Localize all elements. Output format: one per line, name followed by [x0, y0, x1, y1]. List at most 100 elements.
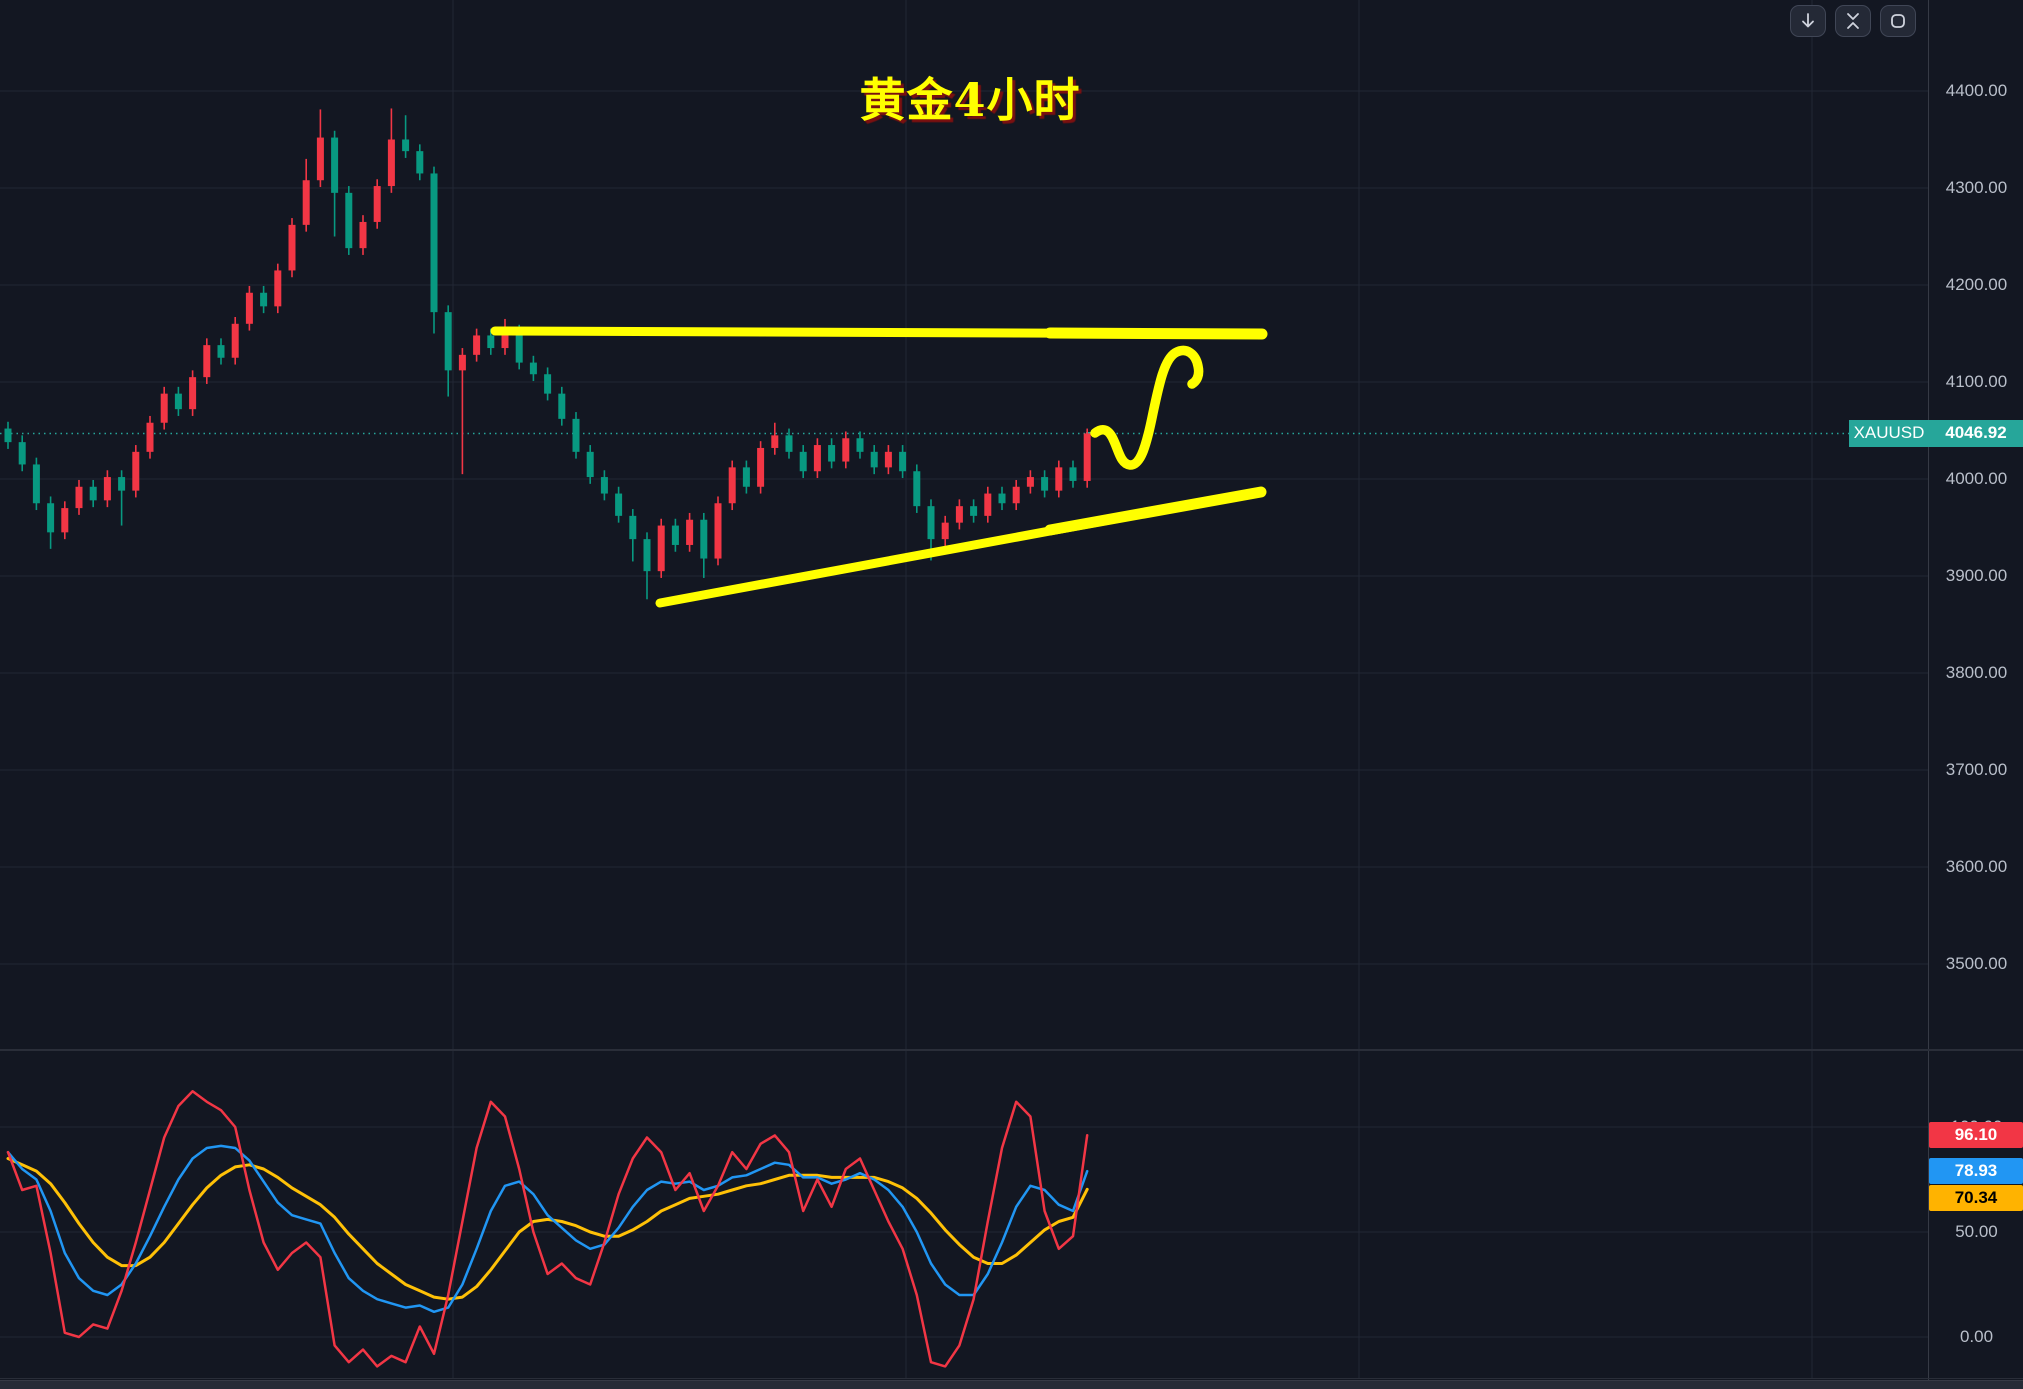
candle-body	[416, 151, 424, 174]
maximize-pane-button[interactable]	[1880, 5, 1916, 37]
candle-body	[742, 467, 750, 487]
candle-body	[430, 173, 438, 313]
candle-body	[501, 331, 509, 349]
kdj-value-badge: 78.93	[1929, 1158, 2023, 1185]
candle-body	[728, 467, 736, 504]
candle-body	[941, 522, 949, 540]
candle-body	[359, 221, 367, 249]
candle-body	[771, 435, 779, 448]
candle-body	[856, 438, 864, 452]
grid-lines	[0, 0, 1928, 1378]
candle-body	[515, 331, 523, 363]
candle-body	[174, 393, 182, 410]
kdj-value-badge: 96.10	[1929, 1122, 2023, 1149]
candle-body	[316, 137, 324, 181]
collapse-panes-button[interactable]	[1835, 5, 1871, 37]
candle-body	[487, 335, 495, 349]
arrow-down-icon	[1802, 13, 1814, 28]
candle-body	[444, 312, 452, 371]
candle-body	[998, 493, 1006, 504]
candle-body	[643, 539, 651, 572]
bottom-pane-divider	[0, 1378, 2023, 1379]
candle-body	[615, 493, 623, 516]
candlestick-series	[4, 108, 1091, 600]
candle-body	[245, 292, 253, 324]
kdj-tick-label: 0.00	[1959, 1327, 1994, 1346]
projection-s-curve	[1090, 345, 1204, 470]
candle-body	[402, 139, 410, 152]
price-axis-border	[1928, 0, 1929, 1380]
candle-body	[700, 519, 708, 559]
kdj-line-k	[6, 1144, 1089, 1314]
candle-body	[274, 270, 282, 307]
candle-body	[828, 445, 836, 462]
kdj-indicator-lines	[6, 1090, 1089, 1368]
candle-body	[984, 493, 992, 516]
candle-body	[146, 422, 154, 452]
candle-body	[927, 506, 935, 540]
candle-body	[47, 503, 55, 533]
candle-body	[203, 345, 211, 378]
candle-body	[970, 506, 978, 516]
last-price-label: 4046.92	[1929, 419, 2023, 447]
chart-title: 黄金4小时	[859, 73, 1081, 127]
candle-body	[657, 525, 665, 572]
candle-body	[629, 515, 637, 540]
price-tick-label: 4200.00	[1945, 275, 2008, 294]
candle-body	[600, 477, 608, 494]
candle-body	[1012, 486, 1020, 504]
candle-body	[118, 477, 126, 491]
candle-body	[345, 192, 353, 249]
candle-body	[473, 335, 481, 355]
candle-body	[799, 451, 807, 472]
candle-body	[671, 525, 679, 545]
candle-body	[572, 418, 580, 452]
price-tick-label: 4100.00	[1945, 372, 2008, 391]
candle-body	[686, 519, 694, 545]
candle-body	[103, 477, 111, 501]
candle-body	[955, 506, 963, 523]
time-axis[interactable]	[0, 1380, 2023, 1389]
price-tick-label: 4300.00	[1945, 178, 2008, 197]
candle-body	[18, 442, 26, 465]
price-tick-label: 3500.00	[1945, 954, 2008, 973]
support-trendline-thick-end	[1044, 486, 1267, 536]
candle-body	[1026, 477, 1034, 487]
candle-body	[288, 224, 296, 271]
candle-body	[89, 486, 97, 501]
price-tick-label: 3900.00	[1945, 566, 2008, 585]
symbol-price-label: XAUUSD	[1849, 419, 1929, 447]
candle-body	[714, 503, 722, 559]
candle-body	[1069, 467, 1077, 481]
chart-toolbar	[1790, 5, 1916, 37]
scroll-to-recent-button[interactable]	[1790, 5, 1826, 37]
yellow-annotation-drawings	[490, 326, 1268, 608]
resistance-trendline-thick-end	[1044, 327, 1268, 340]
candle-body	[331, 137, 339, 193]
candle-body	[529, 362, 537, 375]
candle-body	[558, 393, 566, 419]
kdj-line-j	[6, 1090, 1089, 1368]
candle-body	[4, 428, 12, 443]
maximize-pane-icon	[1891, 14, 1905, 28]
candle-body	[75, 486, 83, 509]
candle-body	[260, 292, 268, 307]
candle-body	[913, 471, 921, 507]
candle-body	[785, 435, 793, 452]
candle-body	[884, 451, 892, 468]
candle-body	[813, 445, 821, 472]
candle-body	[899, 451, 907, 472]
candle-body	[757, 447, 765, 487]
kdj-line-d	[6, 1157, 1089, 1301]
pane-divider[interactable]	[0, 1049, 2023, 1051]
candle-body	[231, 323, 239, 358]
price-tick-label: 3800.00	[1945, 663, 2008, 682]
candle-body	[189, 377, 197, 410]
candle-body	[61, 508, 69, 533]
price-tick-label: 4400.00	[1945, 81, 2008, 100]
candle-body	[1083, 433, 1091, 481]
collapse-panes-icon	[1847, 13, 1859, 29]
candle-body	[387, 139, 395, 187]
candle-body	[160, 393, 168, 423]
candle-body	[1055, 467, 1063, 491]
